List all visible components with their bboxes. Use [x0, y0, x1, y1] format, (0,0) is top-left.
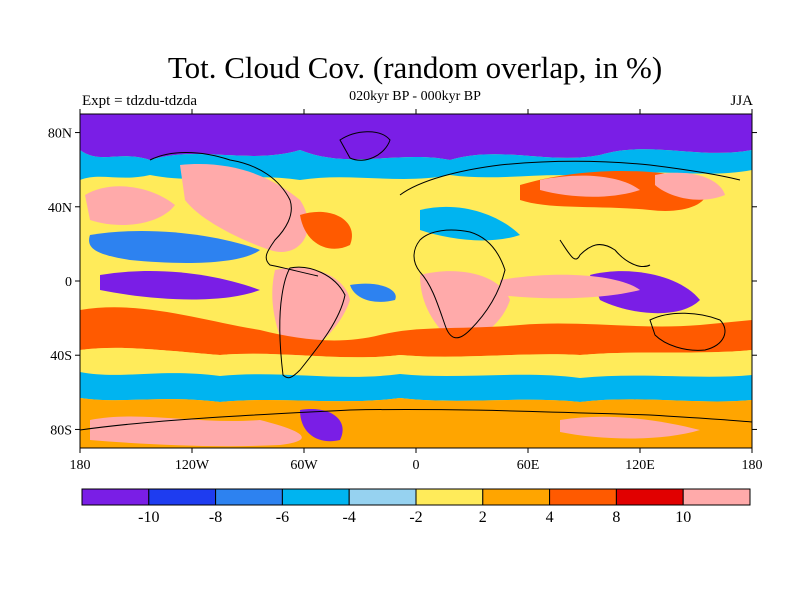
- lat-tick-label: 40N: [48, 201, 72, 216]
- colorbar-swatch: [148, 488, 217, 506]
- antarctic-positive-east: [560, 416, 700, 439]
- coastlines: [80, 131, 752, 431]
- colorbar-swatch: [281, 488, 350, 506]
- colorbar-label: 2: [479, 509, 487, 526]
- season-label: JJA: [730, 93, 753, 109]
- africa-positive: [420, 271, 510, 341]
- lon-tick-label: 0: [413, 458, 420, 473]
- colorbar-label: 4: [546, 509, 554, 526]
- southern-ocean-negative: [80, 372, 752, 402]
- colorbar-label: 8: [612, 509, 620, 526]
- n-pacific-positive: [85, 186, 175, 225]
- lon-tick-label: 60E: [517, 458, 540, 473]
- weddell-negative: [300, 409, 343, 442]
- lon-tick-label: 180: [70, 458, 91, 473]
- equatorial-atlantic-negative: [350, 283, 396, 302]
- east-asia-positive: [655, 172, 725, 200]
- colorbar-swatch: [415, 488, 484, 506]
- colorbar-swatch: [682, 488, 751, 506]
- arctic-negative-region: [80, 114, 752, 160]
- colorbar-label: -6: [276, 509, 289, 526]
- colorbar-label: -2: [409, 509, 422, 526]
- colorbar: -10 -8 -6 -4 -2 2 4 8 10: [81, 488, 751, 526]
- colorbar-label: -10: [138, 509, 159, 526]
- n-america-positive: [180, 164, 309, 252]
- lon-tick-label: 120E: [625, 458, 655, 473]
- lon-tick-label: 60W: [290, 458, 318, 473]
- colorbar-swatch: [615, 488, 684, 506]
- lat-tick-label: 80S: [50, 423, 72, 438]
- colorbar-label: -8: [209, 509, 222, 526]
- chart-subtitle: 020kyr BP - 000kyr BP: [349, 89, 481, 104]
- experiment-label: Expt = tdzdu-tdzda: [82, 93, 198, 109]
- colorbar-label: -4: [343, 509, 356, 526]
- indian-ocean-positive: [500, 274, 640, 299]
- asia-positive-core: [540, 175, 640, 197]
- colorbar-swatch: [81, 488, 150, 506]
- lat-axis: 80N 40N 0 40S 80S: [48, 127, 757, 438]
- lat-tick-label: 80N: [48, 127, 72, 142]
- tropical-pacific-negative: [89, 230, 261, 263]
- n-atlantic-positive: [300, 211, 352, 249]
- mediterranean-negative: [420, 206, 520, 241]
- chart-title: Tot. Cloud Cov. (random overlap, in %): [167, 50, 663, 85]
- colorbar-swatch: [482, 488, 551, 506]
- southern-midlat-band: [80, 347, 752, 378]
- lon-tick-label: 120W: [175, 458, 210, 473]
- antarctic-positive-west: [90, 416, 302, 447]
- equatorial-pacific-negative: [100, 270, 260, 300]
- lon-tick-label: 180: [742, 458, 763, 473]
- lat-tick-label: 0: [65, 275, 72, 290]
- lon-axis: 180 120W 60W 0 60E 120E 180: [70, 109, 763, 473]
- southern-subtropics-positive: [80, 307, 752, 358]
- colorbar-swatch: [348, 488, 417, 506]
- contour-field: [80, 114, 752, 448]
- colorbar-swatch: [549, 488, 617, 506]
- lat-tick-label: 40S: [50, 349, 72, 364]
- colorbar-swatch: [215, 488, 283, 506]
- colorbar-label: 10: [675, 509, 691, 526]
